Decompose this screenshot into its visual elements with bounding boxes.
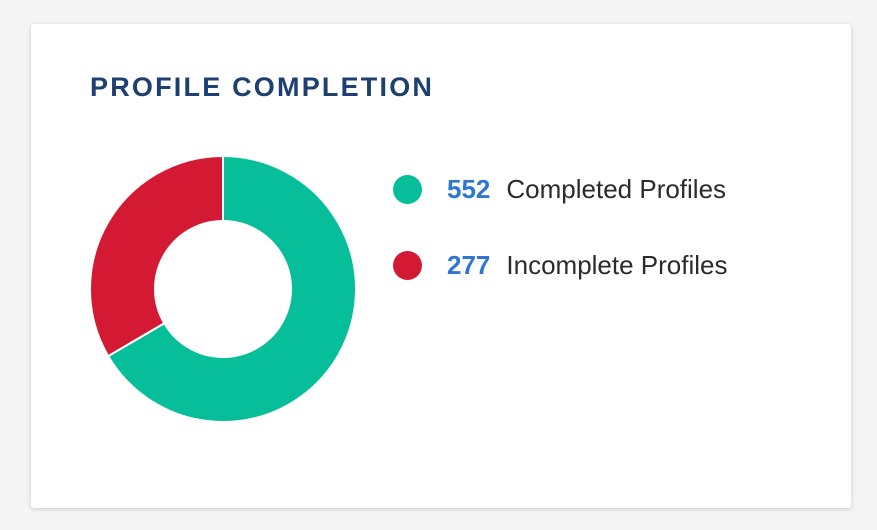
legend-label-completed: Completed Profiles (506, 173, 727, 204)
legend-value-completed: 552 (447, 173, 491, 204)
legend-item-incomplete: 277 Incomplete Profiles (393, 245, 833, 285)
chart-legend: 552 Completed Profiles 277 Incomplete Pr… (393, 169, 833, 321)
legend-value-incomplete: 277 (447, 249, 491, 280)
legend-dot-completed (393, 174, 422, 204)
legend-dot-incomplete (393, 250, 422, 280)
profile-completion-card: PROFILE COMPLETION 552 Completed Profile… (31, 24, 851, 508)
legend-label-incomplete: Incomplete Profiles (506, 249, 728, 280)
donut-slice-completed (106, 154, 357, 423)
legend-item-completed: 552 Completed Profiles (393, 169, 833, 209)
donut-chart (89, 154, 357, 423)
card-title: PROFILE COMPLETION (90, 72, 435, 102)
donut-slice-incomplete (89, 154, 224, 358)
